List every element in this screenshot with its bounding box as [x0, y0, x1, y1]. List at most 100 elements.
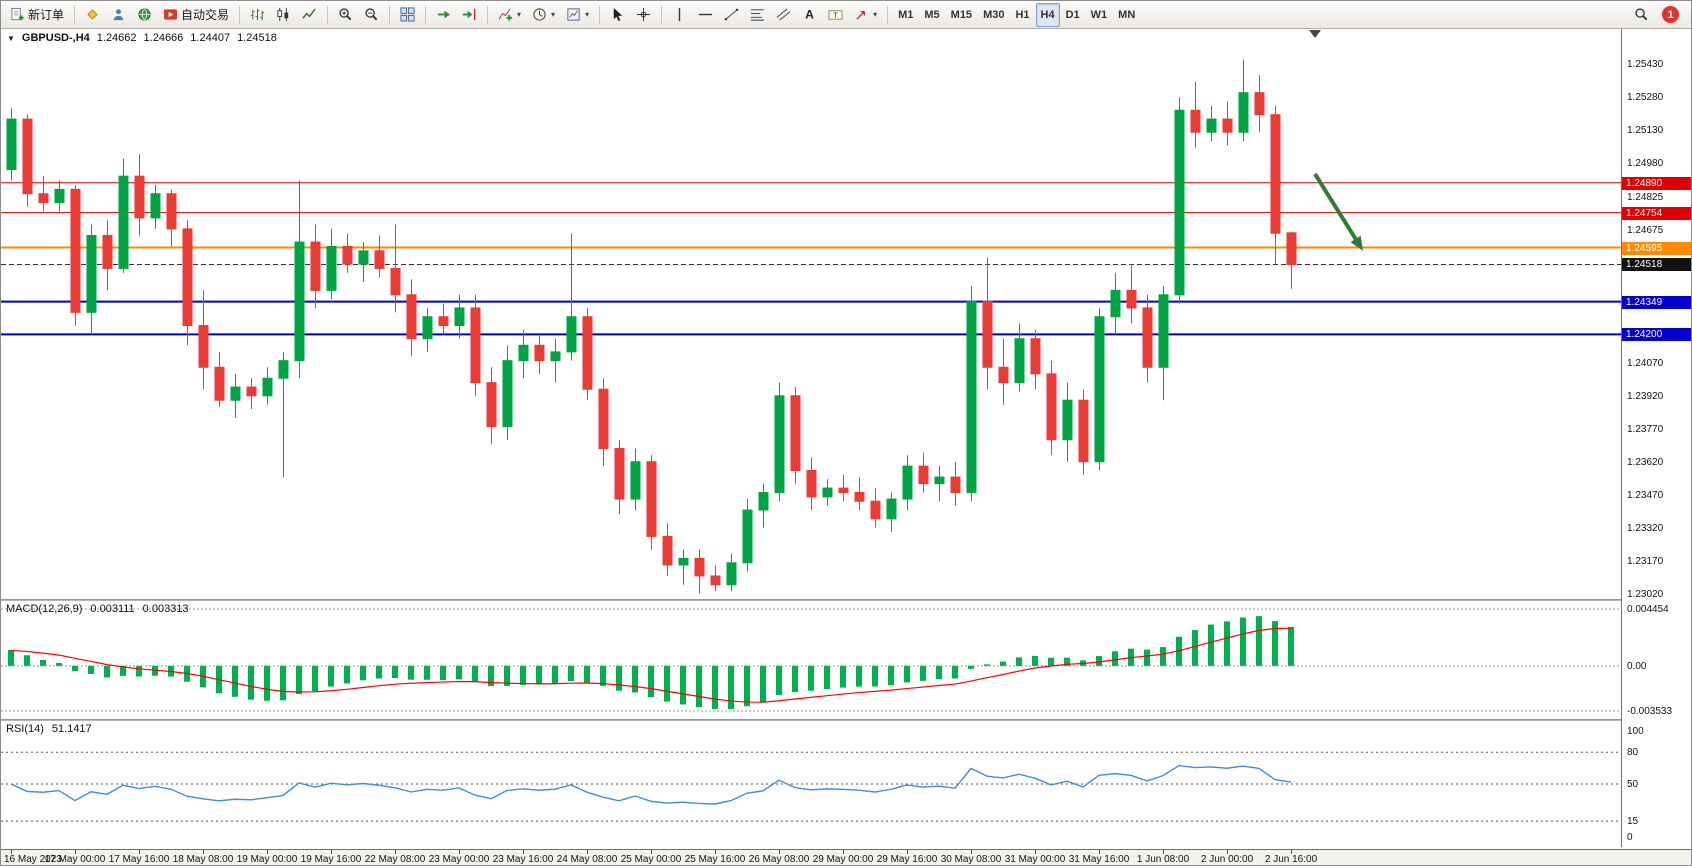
macd-canvas[interactable] — [1, 601, 1621, 719]
zoom-in-button[interactable] — [333, 3, 358, 27]
arrows-button[interactable]: ▾ — [849, 3, 882, 27]
indicators-button[interactable]: ▾ — [493, 3, 526, 27]
panel-divider[interactable] — [1, 719, 1691, 721]
candle-bearish — [1190, 109, 1201, 133]
main-chart-canvas[interactable] — [1, 29, 1621, 599]
templates-button[interactable]: ▾ — [561, 3, 594, 27]
bars-icon — [250, 7, 265, 22]
time-axis-label: 31 May 00:00 — [1004, 854, 1066, 865]
autoscroll-icon — [436, 7, 451, 22]
price-level-badge: 1.24595 — [1622, 241, 1691, 255]
auto-scroll-button[interactable] — [431, 3, 456, 27]
macd-signal-value: 0.003313 — [142, 603, 189, 615]
candle-bullish — [902, 465, 913, 500]
timeframe-m30-label: M30 — [983, 8, 1005, 21]
price-axis[interactable]: 1.25430 1.25280 1.25130 1.24980 1.24825 1.246… — [1621, 29, 1691, 847]
time-axis-label: 31 May 16:00 — [1068, 854, 1130, 865]
navigator-button[interactable] — [106, 3, 131, 27]
toolbar-buttons: 新订单 自动交易 ▾ ▾ ▾ A T ▾ M1 M5 M15 M30 H1 H4 D1 W1 MN — [5, 2, 1140, 27]
periods-button[interactable]: ▾ — [527, 3, 560, 27]
toolbar-separator — [487, 5, 489, 24]
timeframe-d1[interactable]: D1 — [1061, 3, 1085, 27]
notification-badge[interactable]: 1 — [1662, 6, 1679, 23]
search-button[interactable] — [1629, 3, 1654, 27]
crosshair-button[interactable] — [631, 3, 656, 27]
time-axis-label: 30 May 08:00 — [940, 854, 1002, 865]
macd-histogram-bar — [872, 665, 878, 687]
timeframe-mn-label: MN — [1118, 8, 1136, 21]
candle-bullish — [1014, 338, 1025, 384]
time-tick — [203, 850, 204, 854]
toolbar-separator — [327, 5, 329, 24]
macd-histogram-bar — [1160, 647, 1166, 666]
dropdown-caret-icon: ▾ — [517, 10, 522, 19]
chart-collapse-icon[interactable]: ▼ — [7, 33, 15, 43]
bar-chart-button[interactable] — [245, 3, 270, 27]
candle-bearish — [374, 250, 385, 269]
candle-bearish — [662, 535, 673, 566]
trendline-button[interactable] — [719, 3, 744, 27]
candle-bearish — [406, 294, 417, 340]
panel-divider[interactable] — [1, 599, 1691, 601]
candle-bearish — [134, 175, 145, 219]
price-tick-label: 1.23020 — [1627, 588, 1664, 600]
terminal-button[interactable] — [132, 3, 157, 27]
chart-shift-button[interactable] — [457, 3, 482, 27]
time-axis[interactable]: 16 May 2023 17 May 00:00 17 May 16:00 18 Ma… — [1, 849, 1691, 865]
price-tick-label: 1.23320 — [1627, 522, 1664, 534]
macd-histogram-bar — [40, 659, 46, 666]
macd-histogram-bar — [312, 665, 318, 692]
timeframe-m15[interactable]: M15 — [946, 3, 977, 27]
toolbar: 新订单 自动交易 ▾ ▾ ▾ A T ▾ M1 M5 M15 M30 H1 H4 D1 W1 MN 1 — [1, 1, 1691, 29]
vertical-line-button[interactable] — [667, 3, 692, 27]
time-tick — [75, 850, 76, 854]
timeframe-m5[interactable]: M5 — [919, 3, 944, 27]
time-axis-label: 29 May 16:00 — [876, 854, 938, 865]
candle-bearish — [310, 241, 321, 291]
svg-text:A: A — [805, 8, 814, 22]
tile-windows-button[interactable] — [395, 3, 420, 27]
zoom-out-button[interactable] — [359, 3, 384, 27]
fibonacci-button[interactable] — [745, 3, 770, 27]
macd-histogram-bar — [728, 665, 734, 710]
horizontal-line-button[interactable] — [693, 3, 718, 27]
candle-bullish — [262, 377, 273, 397]
line-chart-button[interactable] — [297, 3, 322, 27]
timeframe-m30[interactable]: M30 — [978, 3, 1009, 27]
timeframe-m1-label: M1 — [898, 8, 914, 21]
macd-histogram-bar — [1272, 621, 1278, 666]
market-watch-button[interactable] — [80, 3, 105, 27]
macd-histogram-bar — [568, 665, 574, 682]
macd-histogram-bar — [1064, 657, 1070, 666]
timeframe-w1[interactable]: W1 — [1086, 3, 1113, 27]
candle-bearish — [38, 193, 49, 204]
candle-bearish — [838, 487, 849, 493]
autotrading-button[interactable]: 自动交易 — [158, 3, 234, 27]
channel-button[interactable] — [771, 3, 796, 27]
timeframe-h1[interactable]: H1 — [1010, 3, 1034, 27]
candlestick-chart-button[interactable] — [271, 3, 296, 27]
label-button[interactable]: T — [823, 3, 848, 27]
cursor-button[interactable] — [605, 3, 630, 27]
rsi-canvas[interactable] — [1, 721, 1621, 849]
arrow-annotation-head[interactable] — [1350, 235, 1363, 251]
price-level-badge: 1.24890 — [1622, 176, 1691, 190]
timeframe-m1[interactable]: M1 — [893, 3, 918, 27]
chart-shift-marker-icon[interactable] — [1309, 30, 1321, 38]
candle-bullish — [1174, 109, 1185, 296]
macd-histogram-bar — [1192, 630, 1198, 666]
chart-symbol-label: GBPUSD-,H4 — [21, 32, 90, 44]
macd-histogram-bar — [1240, 617, 1246, 666]
timeframe-mn[interactable]: MN — [1113, 3, 1140, 27]
macd-histogram-bar — [472, 665, 478, 683]
new-order-button-label: 新订单 — [28, 8, 65, 22]
macd-histogram-bar — [968, 665, 974, 669]
timeframe-h4[interactable]: H4 — [1035, 2, 1060, 27]
rsi-scale-label: 50 — [1627, 779, 1639, 790]
macd-histogram-bar — [904, 665, 910, 683]
toolbar-separator — [661, 5, 663, 24]
time-axis-label: 2 Jun 16:00 — [1264, 854, 1318, 865]
new-order-button[interactable]: 新订单 — [5, 3, 69, 27]
text-button[interactable]: A — [797, 3, 822, 27]
arrow-annotation[interactable] — [1313, 172, 1358, 241]
